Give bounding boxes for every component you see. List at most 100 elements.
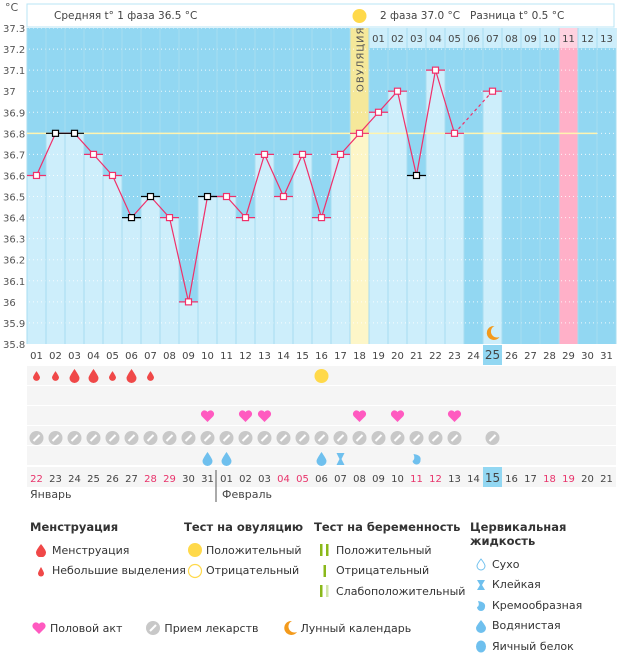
- phase2-day-label: 01: [372, 34, 385, 45]
- legend-ovulation-test: Тест на овуляцию Положительный Отрицател…: [184, 520, 303, 581]
- faint-line-icon: [314, 584, 336, 598]
- calendar-date-label: 19: [562, 474, 575, 485]
- calendar-date-label: 20: [581, 474, 594, 485]
- temperature-bar: [407, 175, 426, 344]
- pill-icon-stripe: [336, 434, 345, 442]
- legend-item: Клейкая: [470, 575, 626, 596]
- sun-outline-icon: [184, 563, 206, 579]
- calendar-date-label: 29: [163, 474, 176, 485]
- ovulation-column: [350, 28, 369, 134]
- creamy-icon: [470, 598, 492, 612]
- pill-icon-stripe: [70, 434, 79, 442]
- ovulation-label: ОВУЛЯЦИЯ: [356, 27, 367, 93]
- today-date-marker: [483, 467, 502, 487]
- phase2-day-label: 06: [467, 34, 480, 45]
- phase2-day-label: 11: [562, 34, 575, 45]
- egg-white-icon: [470, 639, 492, 653]
- ovulation-sun-icon: [352, 9, 367, 23]
- cycle-day-label: 04: [87, 351, 100, 362]
- cycle-day-label: 10: [201, 351, 214, 362]
- cycle-day-label: 26: [505, 351, 518, 362]
- two-lines-icon: [314, 543, 336, 557]
- cycle-day-label: 02: [49, 351, 62, 362]
- legend-menstruation: Менструация Менструация Небольшие выделе…: [30, 520, 186, 581]
- calendar-date-label: 21: [600, 474, 613, 485]
- temperature-line-segment: [263, 154, 285, 197]
- y-unit-label: °C: [5, 1, 19, 14]
- watery-drop-icon: [316, 452, 327, 467]
- temperature-line-segment: [396, 91, 418, 176]
- phase2-header-row: [369, 28, 616, 48]
- pill-icon-stripe: [355, 434, 364, 442]
- drop-large-icon: [30, 543, 52, 558]
- calendar-date-label: 16: [505, 474, 518, 485]
- pill-icon-stripe: [393, 434, 402, 442]
- temperature-point: [222, 192, 231, 201]
- temperature-bar: [122, 217, 141, 344]
- heart-icon: [390, 410, 405, 422]
- temperature-line-segment: [301, 154, 323, 218]
- legend-title: Тест на овуляцию: [184, 520, 304, 534]
- phase2-day-label: 10: [543, 34, 556, 45]
- watery-drop-icon: [202, 452, 213, 467]
- calendar-date-label: 30: [182, 474, 195, 485]
- highlight-header-cell: [559, 28, 578, 48]
- legend-title: Тест на беременность: [314, 520, 461, 534]
- legend-cervical-fluid: Цервикальная жидкость Сухо Клейкая Кремо…: [470, 520, 626, 657]
- temperature-point: [412, 171, 421, 180]
- temperature-bar: [293, 154, 312, 344]
- temperature-point: [51, 129, 60, 137]
- temperature-bar: [255, 154, 274, 344]
- pill-icon-stripe: [488, 434, 497, 442]
- cycle-day-label: 16: [315, 351, 328, 362]
- legend-item: Прием лекарств: [142, 620, 259, 636]
- phase2-day-label: 05: [448, 34, 461, 45]
- y-tick-label: 36.8: [3, 129, 25, 140]
- temperature-point: [184, 298, 193, 306]
- pill-icon-stripe: [431, 434, 440, 442]
- phase2-day-label: 02: [391, 34, 404, 45]
- legend-item: Водянистая: [470, 616, 626, 637]
- calendar-date-label: 15: [485, 471, 500, 485]
- calendar-date-label: 25: [87, 474, 100, 485]
- y-tick-label: 37.3: [3, 24, 25, 35]
- moon-icon: [279, 620, 301, 636]
- cycle-day-label: 18: [353, 351, 366, 362]
- bbt-chart: °C Средняя t° 1 фаза 36.5 °C 2 фаза 37.0…: [3, 1, 617, 502]
- y-tick-label: 36: [3, 298, 16, 309]
- ovulation-test-positive-icon: [314, 369, 329, 383]
- temperature-line-segment: [434, 69, 456, 134]
- pill-icon-stripe: [165, 434, 174, 442]
- temperature-point: [241, 214, 250, 222]
- pill-icon-stripe: [412, 434, 421, 442]
- cycle-day-label: 31: [600, 351, 613, 362]
- cycle-day-label: 14: [277, 351, 290, 362]
- heart-icon: [238, 410, 253, 422]
- y-tick-label: 35.9: [3, 319, 25, 330]
- temperature-point: [298, 150, 307, 158]
- pill-icon-stripe: [260, 434, 269, 442]
- month-january: Январь: [30, 488, 72, 501]
- phase1-average: Средняя t° 1 фаза 36.5 °C: [54, 10, 197, 22]
- pill-icon-stripe: [374, 434, 383, 442]
- sun-filled-icon: [184, 542, 206, 558]
- phase2-day-label: 08: [505, 34, 518, 45]
- calendar-date-label: 31: [201, 474, 214, 485]
- temperature-bar: [331, 154, 350, 344]
- temperature-line-segment: [187, 196, 209, 302]
- cycle-day-label: 11: [220, 351, 233, 362]
- calendar-date-label: 07: [334, 474, 347, 485]
- y-tick-label: 36.7: [3, 150, 25, 161]
- cycle-day-label: 06: [125, 351, 138, 362]
- legend-item: Отрицательный: [184, 561, 303, 582]
- header-bar: [26, 3, 615, 28]
- temperature-difference: Разница t° 0.5 °C: [470, 10, 564, 22]
- phase2-day-label: 12: [581, 34, 594, 45]
- calendar-date-label: 14: [467, 474, 480, 485]
- temperature-bar: [198, 196, 217, 344]
- temperature-point: [146, 192, 155, 201]
- today-marker: [483, 345, 502, 365]
- y-tick-label: 37: [3, 87, 16, 98]
- heart-icon: [28, 621, 50, 635]
- highlight-column: [559, 28, 578, 344]
